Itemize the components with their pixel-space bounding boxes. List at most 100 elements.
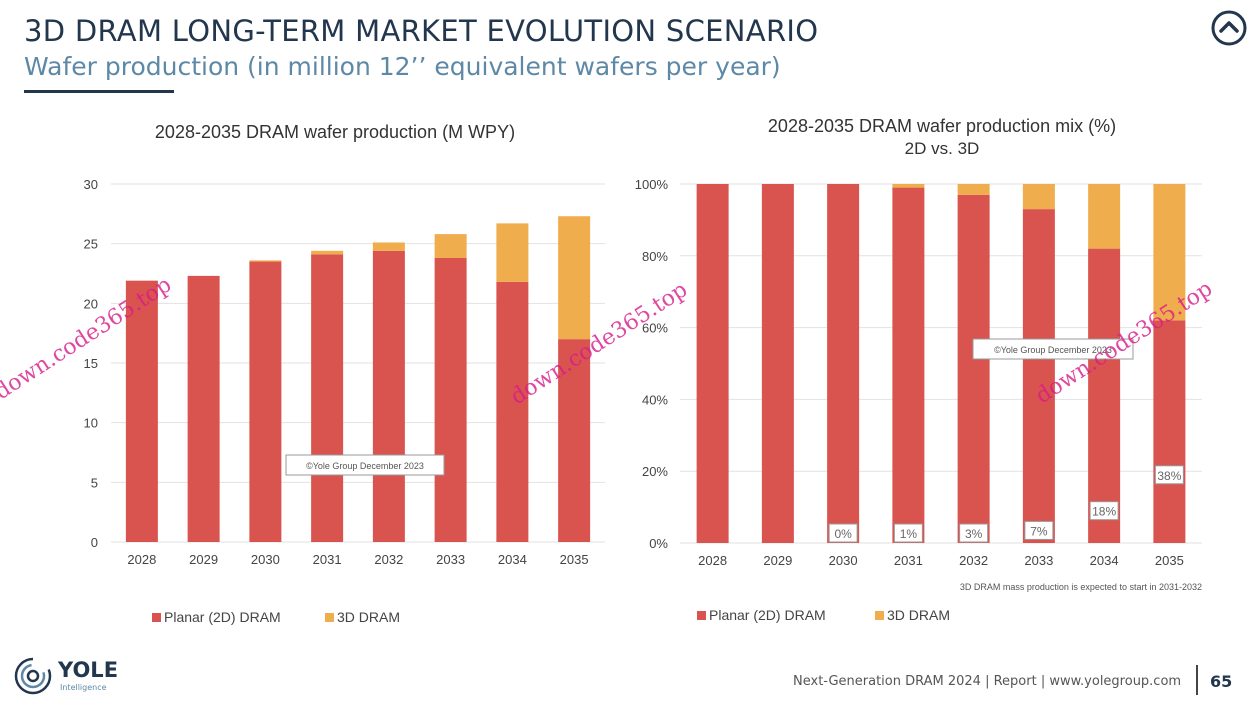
bar-planar (558, 339, 591, 542)
bar-planar (125, 280, 158, 542)
bar-3d (558, 216, 591, 340)
data-label-text: 1% (900, 527, 918, 541)
chart-footnote: 3D DRAM mass production is expected to s… (960, 582, 1202, 592)
x-tick-label: 2029 (763, 553, 792, 568)
y-tick-label: 5 (91, 475, 98, 490)
x-tick-label: 2035 (1155, 553, 1184, 568)
annotation-box (972, 338, 1134, 360)
legend-swatch-planar (697, 611, 706, 620)
x-tick-label: 2033 (436, 552, 465, 567)
bar-3d (249, 260, 282, 262)
legend-swatch-3d (325, 613, 334, 622)
x-tick-label: 2032 (374, 552, 403, 567)
bar-3d (1022, 184, 1055, 210)
yole-logo: YOLE Intelligence (14, 656, 124, 696)
logo-subtext: Intelligence (60, 683, 107, 692)
data-label-box (1089, 501, 1119, 521)
footer-separator (1196, 665, 1198, 695)
x-tick-label: 2031 (894, 553, 923, 568)
production-mix-chart: 2028-2035 DRAM wafer production mix (%) 2… (635, 116, 1202, 623)
chart-title: 2028-2035 DRAM wafer production (M WPY) (155, 122, 515, 142)
page-number: 65 (1210, 672, 1233, 691)
data-label-text: 0% (834, 527, 852, 541)
annotation-text: ©Yole Group December 2023 (306, 461, 424, 471)
legend-label: 3D DRAM (337, 609, 400, 625)
bar-3d (1153, 184, 1186, 321)
y-tick-label: 25 (84, 237, 98, 252)
bar-planar (892, 187, 925, 543)
y-tick-label: 30 (84, 177, 98, 192)
y-tick-label: 20% (642, 464, 668, 479)
bar-planar (827, 184, 860, 543)
x-tick-label: 2029 (189, 552, 218, 567)
legend-swatch-planar (152, 613, 161, 622)
data-label-box (959, 523, 989, 543)
bar-planar (187, 275, 220, 542)
bar-3d (496, 223, 529, 282)
page-subtitle: Wafer production (in million 12’’ equiva… (24, 52, 781, 81)
y-tick-label: 20 (84, 296, 98, 311)
footer-text: Next-Generation DRAM 2024 | Report | www… (793, 674, 1182, 689)
x-tick-label: 2032 (959, 553, 988, 568)
wafer-production-chart: 2028-2035 DRAM wafer production (M WPY) 0… (84, 122, 605, 625)
x-tick-label: 2030 (251, 552, 280, 567)
x-tick-label: 2030 (829, 553, 858, 568)
x-tick-label: 2031 (313, 552, 342, 567)
bar-planar (496, 281, 529, 542)
bar-planar (434, 257, 467, 542)
data-label-text: 7% (1030, 524, 1048, 538)
yole-logo-icon (14, 657, 52, 695)
data-label-box (828, 523, 858, 543)
data-label: 38% (1154, 465, 1184, 485)
bar-planar (1022, 209, 1055, 543)
bar-3d (311, 250, 344, 255)
data-label-box (893, 523, 923, 543)
x-tick-label: 2028 (698, 553, 727, 568)
x-tick-label: 2028 (127, 552, 156, 567)
bar-3d (1088, 184, 1121, 249)
title-underline (24, 90, 174, 93)
y-tick-label: 80% (642, 249, 668, 264)
data-label: 3% (959, 523, 989, 543)
chart-title: 2028-2035 DRAM wafer production mix (%) (768, 116, 1116, 136)
data-label: 7% (1024, 520, 1054, 540)
data-label-box (1024, 520, 1054, 540)
logo-text: YOLE (58, 658, 119, 682)
x-tick-label: 2035 (560, 552, 589, 567)
data-label-text: 3% (965, 527, 983, 541)
scroll-up-icon[interactable] (1211, 10, 1247, 46)
data-label-text: 18% (1092, 505, 1116, 519)
y-tick-label: 100% (635, 177, 669, 192)
data-label: 1% (893, 523, 923, 543)
legend-label: Planar (2D) DRAM (709, 607, 826, 623)
bar-planar (1153, 320, 1186, 543)
y-tick-label: 15 (84, 356, 98, 371)
legend-swatch-3d (875, 611, 884, 620)
legend-label: 3D DRAM (887, 607, 950, 623)
data-label-box (1154, 465, 1184, 485)
annotation-text: ©Yole Group December 2023 (994, 345, 1112, 355)
chart-subtitle: 2D vs. 3D (905, 139, 980, 158)
bar-3d (892, 184, 925, 188)
bar-planar (372, 250, 405, 542)
y-tick-label: 0% (649, 536, 668, 551)
y-tick-label: 60% (642, 321, 668, 336)
bar-3d (957, 184, 990, 195)
data-label: 18% (1089, 501, 1119, 521)
x-tick-label: 2033 (1024, 553, 1053, 568)
x-tick-label: 2034 (498, 552, 527, 567)
annotation-box (285, 454, 445, 476)
copyright-annotation: ©Yole Group December 2023 (285, 454, 445, 476)
legend-label: Planar (2D) DRAM (164, 609, 281, 625)
x-tick-label: 2034 (1090, 553, 1119, 568)
bar-planar (957, 194, 990, 543)
bar-planar (1088, 248, 1121, 543)
bar-3d (372, 242, 405, 251)
data-label-text: 38% (1157, 469, 1181, 483)
page-title: 3D DRAM LONG-TERM MARKET EVOLUTION SCENA… (24, 14, 819, 48)
bar-planar (761, 184, 794, 543)
y-tick-label: 40% (642, 392, 668, 407)
data-label: 0% (828, 523, 858, 543)
y-tick-label: 0 (91, 535, 98, 550)
bar-planar (696, 184, 729, 543)
